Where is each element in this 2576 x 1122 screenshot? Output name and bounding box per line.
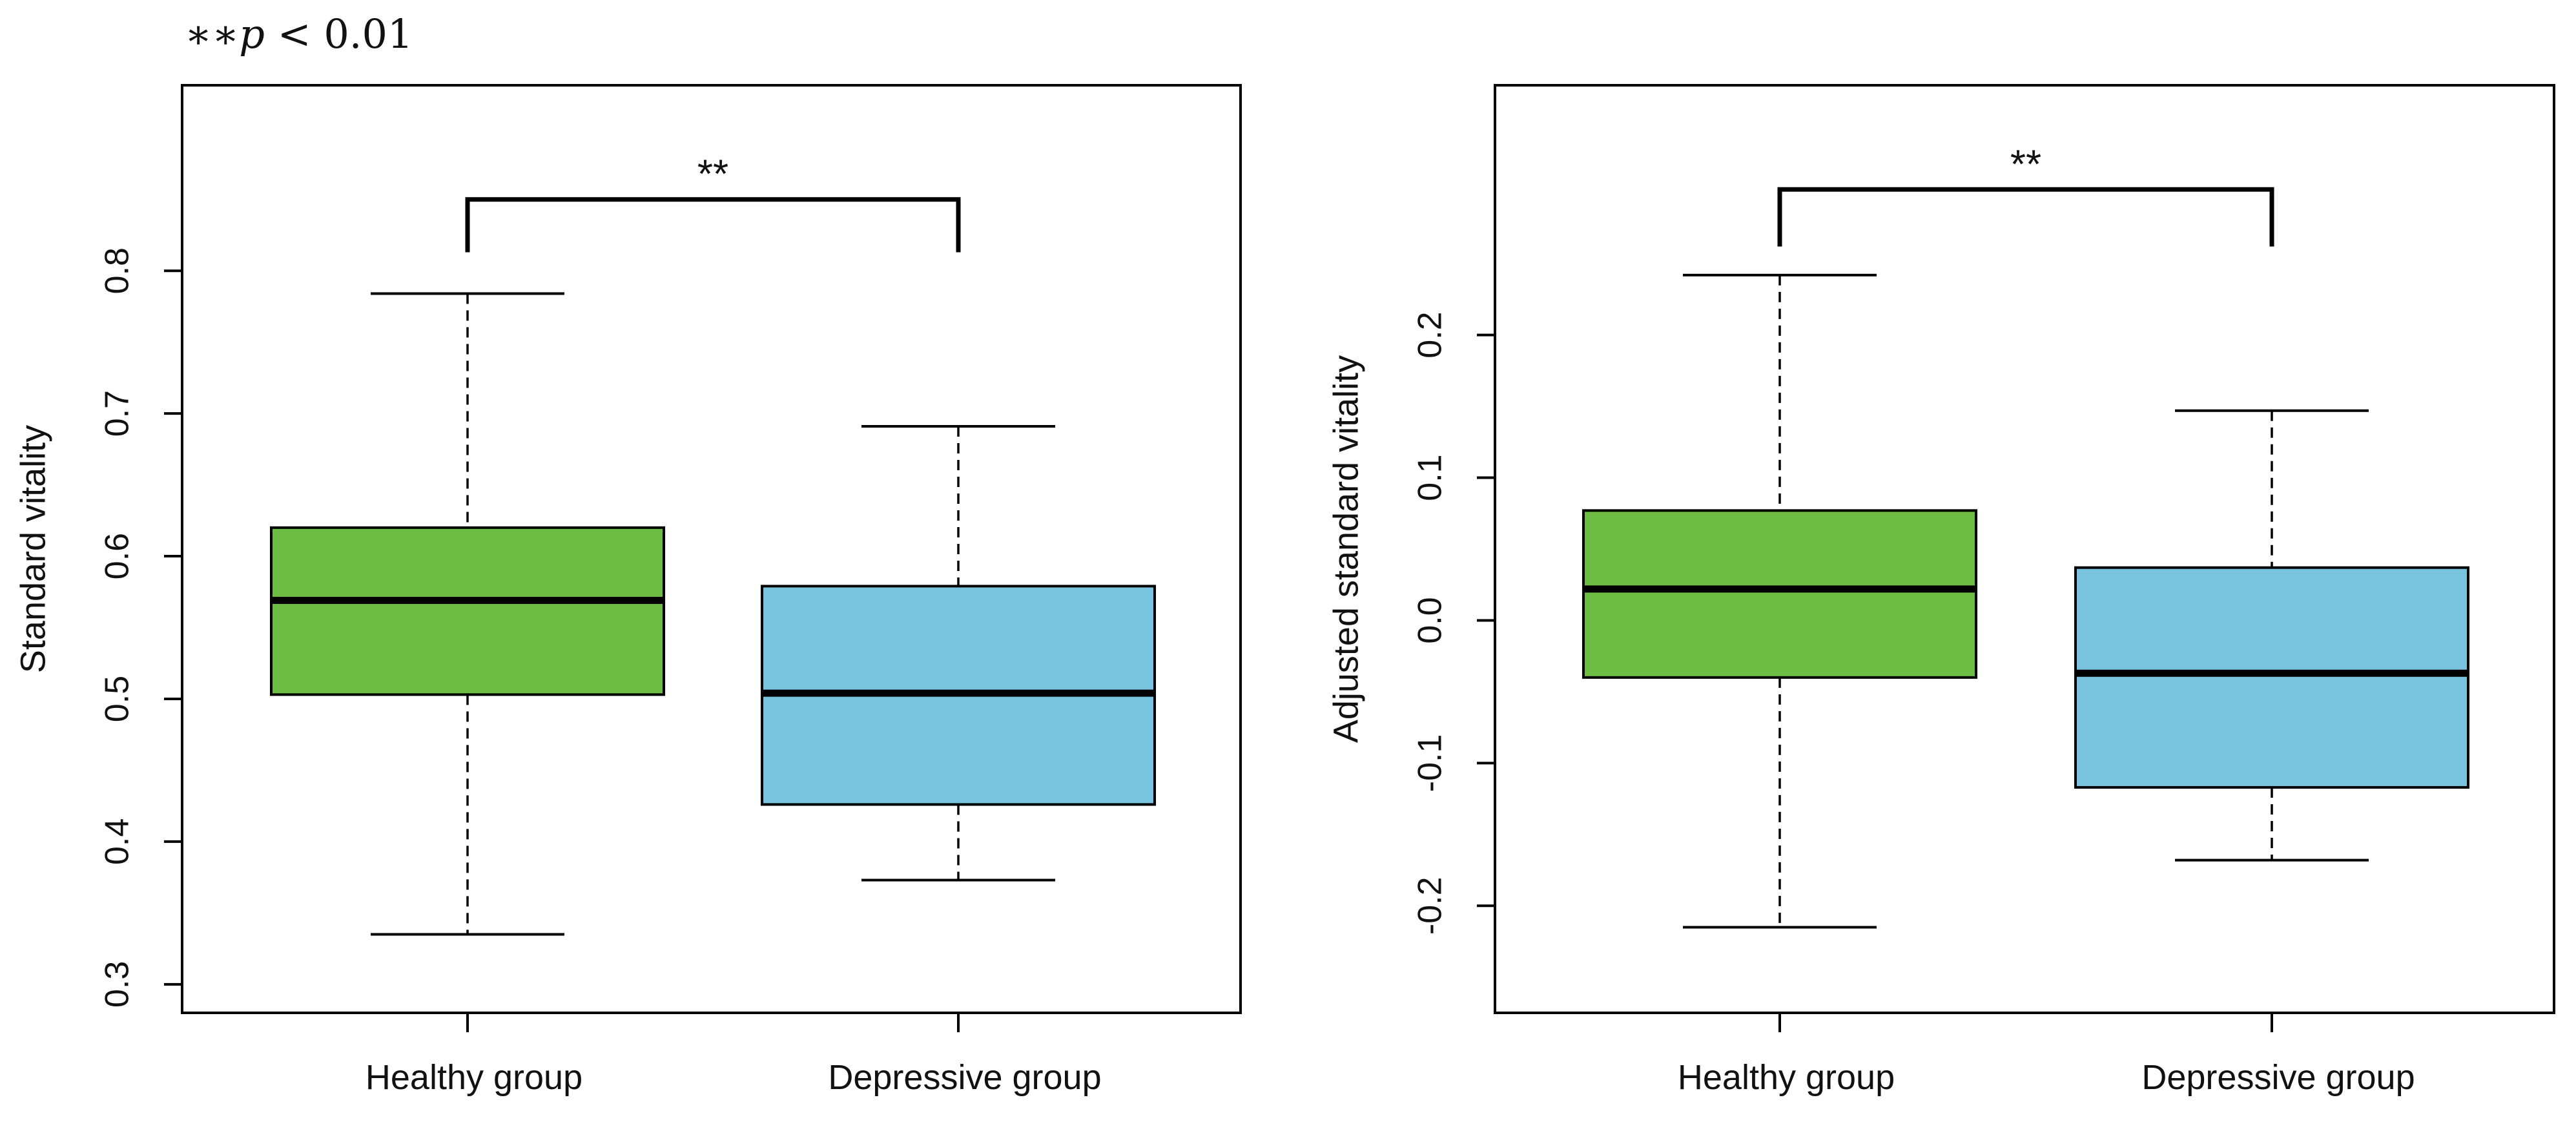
chart2-ytick-label: 0.0 (1412, 597, 1449, 643)
chart1-ylabel: Standard vitality (14, 425, 52, 673)
chart2-depressive-group-box (2074, 566, 2469, 789)
chart2-ytick-label: 0.2 (1412, 311, 1449, 358)
chart1-ytick-label: 0.3 (99, 961, 136, 1008)
chart1-significance-label: ** (697, 152, 728, 197)
chart1-ytick-label: 0.6 (99, 533, 136, 579)
chart1-ytick-label: 0.5 (99, 676, 136, 722)
significance-note-threshold: < 0.01 (277, 10, 413, 57)
chart1-plot-frame (181, 84, 1242, 1014)
chart1-ytick-label: 0.8 (99, 247, 136, 294)
chart2-significance-label: ** (2010, 142, 2041, 187)
chart2-xtick-label: Depressive group (2141, 1058, 2415, 1097)
chart1-xtick-label: Healthy group (366, 1058, 582, 1097)
chart1-healthy-group-box (270, 526, 665, 696)
chart1-significance-bracket (465, 197, 961, 253)
chart2-ytick-label: -0.1 (1412, 734, 1449, 793)
chart2-xtick-label: Healthy group (1678, 1058, 1895, 1097)
chart2-ytick-label: 0.1 (1412, 454, 1449, 501)
chart2-ylabel: Adjusted standard vitality (1326, 355, 1365, 743)
chart1-ytick-label: 0.4 (99, 818, 136, 865)
significance-note: ∗∗p < 0.01 (185, 10, 413, 57)
chart2-significance-bracket (1777, 187, 2274, 247)
chart2-plot-frame (1494, 84, 2555, 1014)
chart1-ytick-label: 0.7 (99, 390, 136, 437)
chart1-xtick-label: Depressive group (828, 1058, 1101, 1097)
chart2-healthy-group-box (1582, 509, 1977, 679)
significance-note-stars: ∗∗ (185, 10, 240, 57)
chart2-ytick-label: -0.2 (1412, 877, 1449, 935)
significance-note-p: p (239, 10, 265, 57)
